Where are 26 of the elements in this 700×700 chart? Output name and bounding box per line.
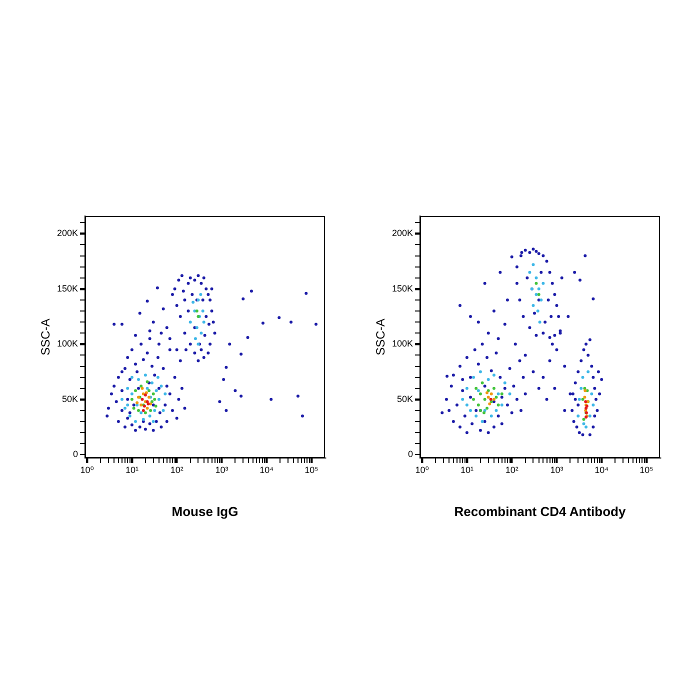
y-tick-label: 100K [392,338,413,349]
x-tick-label: 10⁰ [80,464,94,475]
x-tick-label: 10⁵ [640,464,654,475]
x-tick-label: 10⁰ [415,464,430,475]
x-tick-label: 10³ [550,464,564,475]
y-tick-label: 0 [408,449,413,460]
y-tick-label: 150K [392,283,413,294]
x-tick-label: 10¹ [125,464,138,475]
y-axis-title: SSC-A [38,318,53,356]
y-tick-label: 200K [392,228,413,238]
y-tick-label: 0 [72,449,78,460]
y-tick-label: 50K [62,394,78,404]
x-axis-title: Mouse IgG [172,504,238,519]
x-tick-label: 10¹ [460,464,474,475]
x-tick-label: 10⁴ [260,464,274,475]
y-axis-title: SSC-A [374,318,388,356]
x-tick-label: 10³ [215,464,228,475]
y-tick-label: 100K [56,338,78,349]
y-tick-label: 200K [56,228,78,238]
x-tick-label: 10² [170,464,184,475]
x-tick-label: 10² [505,464,518,475]
x-axis-title: Recombinant CD4 Antibody [454,504,626,519]
x-tick-label: 10⁴ [594,464,609,475]
x-tick-label: 10⁵ [304,464,319,475]
y-tick-label: 50K [396,394,413,404]
y-tick-label: 150K [56,283,78,294]
